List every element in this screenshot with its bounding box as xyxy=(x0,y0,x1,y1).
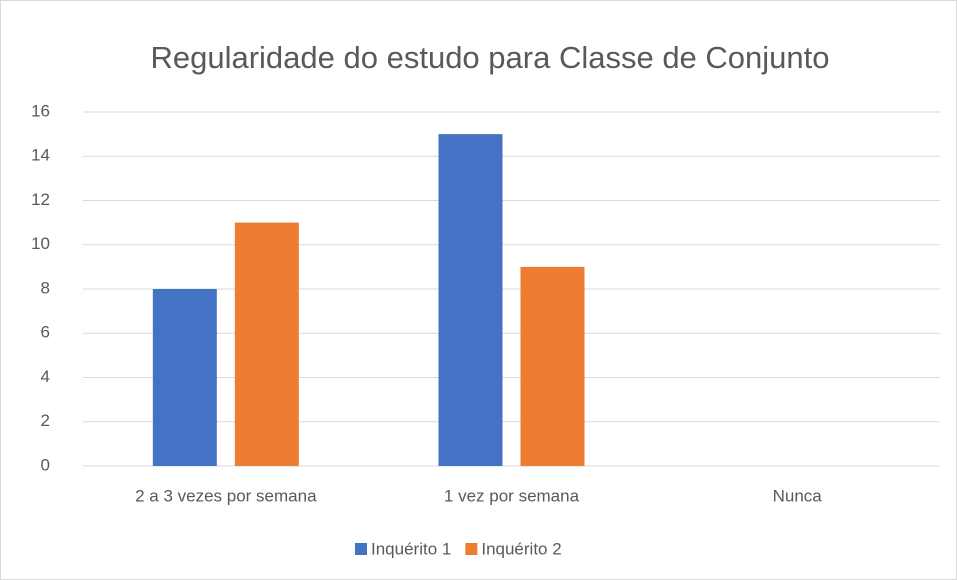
x-tick-label: 2 a 3 vezes por semana xyxy=(135,486,317,505)
bar xyxy=(520,266,585,466)
y-tick-label: 2 xyxy=(41,411,50,430)
legend-swatch xyxy=(465,543,478,555)
bar xyxy=(152,289,217,466)
y-tick-label: 10 xyxy=(31,234,50,253)
x-tick-label: Nunca xyxy=(773,486,823,505)
chart-title: Regularidade do estudo para Classe de Co… xyxy=(150,40,829,75)
bar xyxy=(234,222,299,466)
y-tick-label: 4 xyxy=(41,367,50,386)
y-tick-label: 0 xyxy=(41,455,50,474)
legend-label: Inquérito 1 xyxy=(371,539,451,558)
y-tick-label: 12 xyxy=(31,190,50,209)
y-tick-label: 8 xyxy=(41,278,50,297)
y-tick-label: 16 xyxy=(31,101,50,120)
x-tick-label: 1 vez por semana xyxy=(444,486,580,505)
legend-label: Inquérito 2 xyxy=(481,539,561,558)
y-tick-label: 6 xyxy=(41,323,50,342)
bar xyxy=(438,134,503,466)
y-tick-label: 14 xyxy=(31,146,50,165)
legend-swatch xyxy=(355,543,367,555)
